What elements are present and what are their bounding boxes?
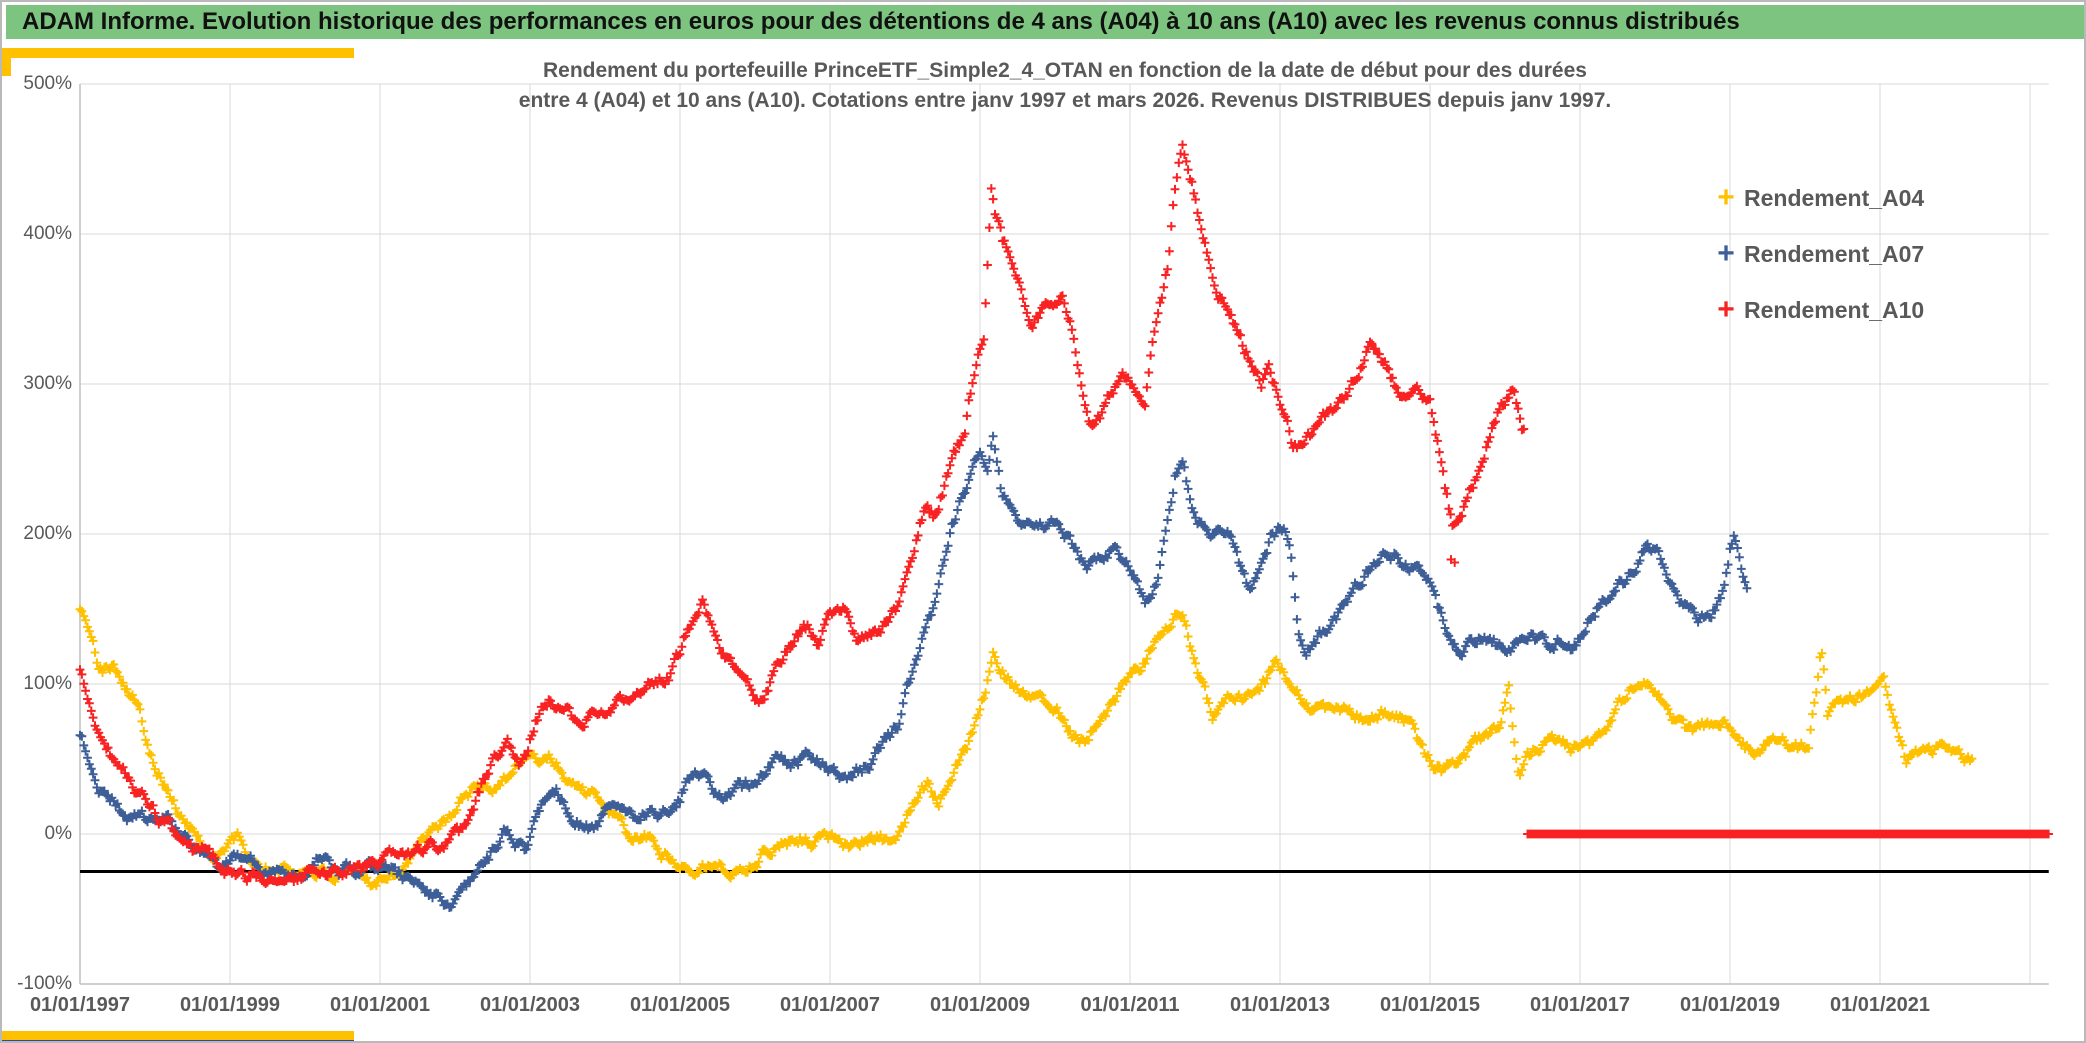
y-axis-label: 400% — [23, 223, 72, 244]
plus-marker-icon: + — [1717, 237, 1735, 270]
legend-item-rendement-a07[interactable]: + Rendement_A07 — [1708, 234, 1924, 274]
x-axis-label: 01/01/2001 — [329, 994, 431, 1016]
orange-accent-bottom-bar — [2, 1031, 354, 1040]
legend-label: Rendement_A10 — [1744, 296, 1925, 323]
chart-title: Rendement du portefeuille PrinceETF_Simp… — [362, 56, 1768, 116]
header-title: ADAM Informe. Evolution historique des p… — [22, 8, 1740, 35]
legend-label: Rendement_A07 — [1744, 240, 1925, 267]
x-axis-label: 01/01/2011 — [1080, 994, 1180, 1016]
legend-item-rendement-a04[interactable]: + Rendement_A04 — [1708, 178, 1924, 218]
series-rendement_a04[interactable] — [75, 604, 1977, 891]
legend-label: Rendement_A04 — [1744, 184, 1925, 211]
y-axis-label: -100% — [17, 973, 72, 994]
plus-marker-icon: + — [1717, 181, 1735, 214]
series-rendement_a10[interactable] — [75, 140, 2053, 888]
x-axis-label: 01/01/2009 — [929, 994, 1031, 1016]
chart-title-line-2: entre 4 (A04) et 10 ans (A10). Cotations… — [518, 89, 1612, 112]
y-axis-label: 500% — [23, 73, 72, 94]
chart-title-line-1: Rendement du portefeuille PrinceETF_Simp… — [543, 59, 1587, 82]
x-axis-label: 01/01/1997 — [29, 994, 131, 1016]
chart-legend: + Rendement_A04 + Rendement_A07 + Rendem… — [1708, 178, 1924, 346]
x-axis-label: 01/01/2003 — [479, 994, 581, 1016]
x-axis-label: 01/01/2019 — [1679, 994, 1781, 1016]
x-axis-label: 01/01/2015 — [1379, 994, 1481, 1016]
legend-item-rendement-a10[interactable]: + Rendement_A10 — [1708, 290, 1924, 330]
y-axis-label: 200% — [23, 523, 72, 544]
y-axis-label: 0% — [44, 823, 72, 844]
orange-accent-left-bar — [2, 48, 11, 76]
orange-accent-top-bar — [2, 48, 354, 58]
plus-marker-icon: + — [1717, 293, 1735, 326]
y-axis-label: 100% — [23, 673, 72, 694]
navy-accent-bottom-line — [2, 1040, 354, 1041]
y-axis-label: 300% — [23, 373, 72, 394]
x-axis-label: 01/01/1999 — [179, 994, 281, 1016]
x-axis-label: 01/01/2021 — [1829, 994, 1931, 1016]
series-rendement_a07[interactable] — [75, 431, 1752, 912]
header-banner: ADAM Informe. Evolution historique des p… — [6, 5, 2084, 39]
x-axis-label: 01/01/2013 — [1229, 994, 1331, 1016]
x-axis-label: 01/01/2007 — [779, 994, 881, 1016]
x-axis-label: 01/01/2017 — [1529, 994, 1631, 1016]
x-axis-label: 01/01/2005 — [629, 994, 731, 1016]
